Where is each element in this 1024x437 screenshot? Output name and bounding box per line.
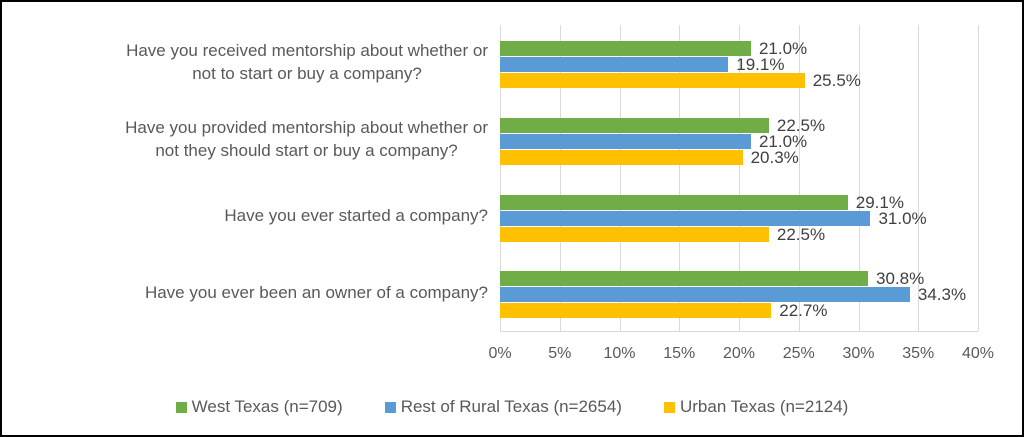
bar-rest-of-rural-texas <box>500 287 910 303</box>
bar-rest-of-rural-texas <box>500 57 729 72</box>
x-tick-label: 10% <box>603 345 636 362</box>
legend-label: Urban Texas (n=2124) <box>679 397 849 416</box>
category-label-text: Have you ever been an owner of a company… <box>144 283 488 303</box>
legend-swatch-urban-texas <box>663 401 675 413</box>
bar-west-texas <box>500 271 869 287</box>
category-label: Have you ever started a company? <box>10 179 488 256</box>
plot-area: 21.0% 19.1% 25.5% 22.5% 21.0% 20.3% 29.1% 31.0%… <box>500 25 979 332</box>
gridline <box>679 25 681 331</box>
category-label: Have you provided mentorship about wheth… <box>10 102 488 179</box>
x-tick-label: 25% <box>782 345 815 362</box>
data-label-urban-texas: 22.5% <box>776 224 826 244</box>
x-tick-label: 15% <box>663 345 696 362</box>
bar-urban-texas <box>500 226 769 242</box>
gridline <box>978 25 979 331</box>
gridline <box>500 25 501 331</box>
data-label-rest-of-rural-texas: 19.1% <box>736 55 785 74</box>
gridline <box>798 25 800 331</box>
bar-rest-of-rural-texas <box>500 210 871 226</box>
bar-rest-of-rural-texas <box>500 133 751 149</box>
x-tick-label: 0% <box>488 345 512 362</box>
gridline <box>858 25 860 331</box>
category-label: Have you received mentorship about wheth… <box>10 25 488 102</box>
bar-west-texas <box>500 117 769 133</box>
data-label-urban-texas: 22.7% <box>779 301 828 321</box>
legend-swatch-rest-of-rural-texas <box>384 401 396 413</box>
data-label-urban-texas: 25.5% <box>812 71 861 90</box>
category-label: Have you ever been an owner of a company… <box>10 255 488 332</box>
x-tick-label: 35% <box>902 345 935 362</box>
data-label-west-texas: 30.8% <box>876 269 925 289</box>
gridline <box>619 25 621 331</box>
data-label-west-texas: 22.5% <box>776 115 826 135</box>
legend-item-rest-of-rural-texas: Rest of Rural Texas (n=2654) <box>384 397 622 417</box>
legend-swatch-west-texas <box>175 401 187 413</box>
x-tick-label: 40% <box>961 345 995 362</box>
data-label-rest-of-rural-texas: 31.0% <box>878 208 927 228</box>
legend-item-west-texas: West Texas (n=709) <box>175 397 343 417</box>
category-label-text: Have you ever started a company? <box>224 206 488 226</box>
gridline <box>559 25 561 331</box>
bar-urban-texas <box>500 149 743 165</box>
bar-urban-texas <box>500 303 772 319</box>
data-label-rest-of-rural-texas: 21.0% <box>758 131 808 151</box>
x-tick-label: 5% <box>548 345 572 362</box>
legend-label: Rest of Rural Texas (n=2654) <box>400 397 622 416</box>
data-label-urban-texas: 20.3% <box>750 147 799 167</box>
bar-urban-texas <box>500 73 805 88</box>
legend-label: West Texas (n=709) <box>191 397 343 416</box>
category-label-text: Have you provided mentorship about wheth… <box>125 118 488 161</box>
bar-west-texas <box>500 41 751 56</box>
data-label-west-texas: 21.0% <box>758 39 808 58</box>
gridline <box>918 25 920 331</box>
x-tick-label: 30% <box>842 345 875 362</box>
x-tick-label: 20% <box>722 345 756 362</box>
category-label-text: Have you received mentorship about wheth… <box>126 41 488 84</box>
data-label-rest-of-rural-texas: 34.3% <box>917 285 967 305</box>
data-label-west-texas: 29.1% <box>855 192 904 212</box>
legend: West Texas (n=709) Rest of Rural Texas (n… <box>2 392 1022 422</box>
legend-item-urban-texas: Urban Texas (n=2124) <box>663 397 849 417</box>
bar-west-texas <box>500 194 848 210</box>
gridline <box>739 25 740 331</box>
